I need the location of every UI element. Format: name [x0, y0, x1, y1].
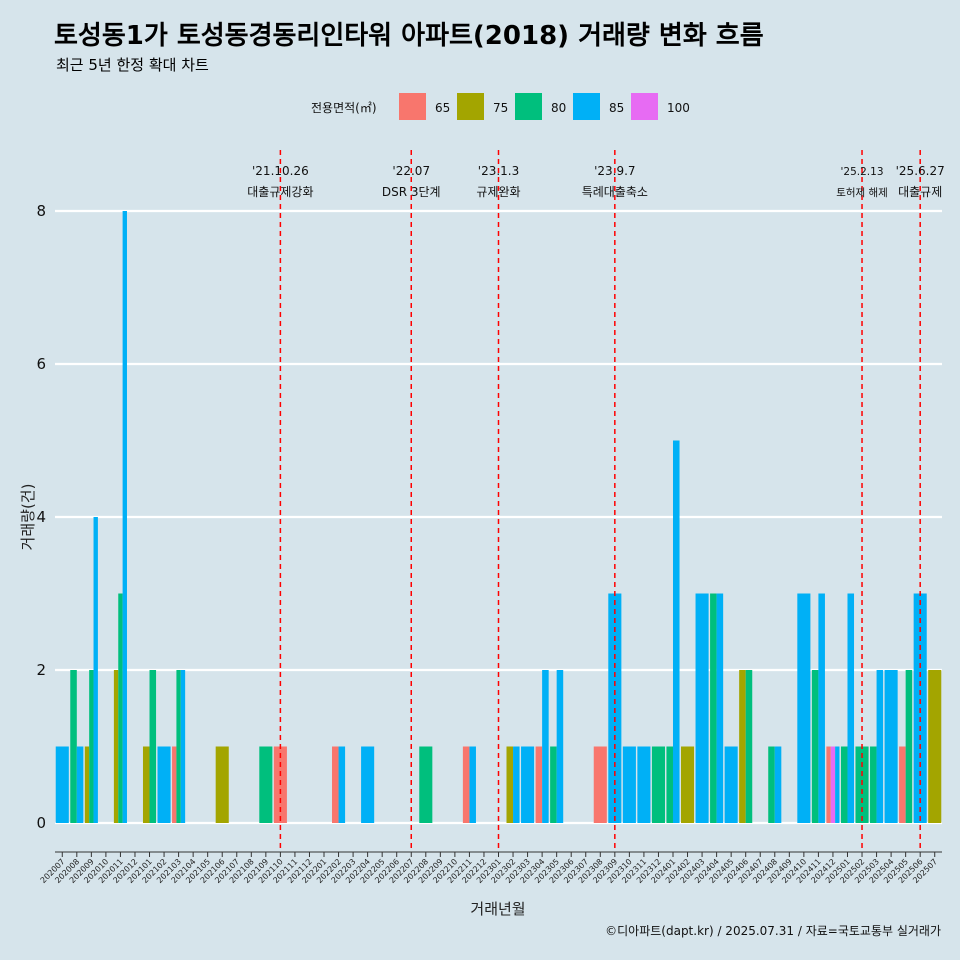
- event-text-202207: DSR 3단계: [382, 185, 441, 199]
- event-text-202506: 대출규제: [898, 185, 942, 199]
- bar-202308-65: [593, 746, 607, 823]
- bar-202305-85: [556, 670, 564, 823]
- bar-202008-85: [76, 746, 84, 823]
- y-tick-label: 2: [36, 661, 46, 679]
- y-tick-label: 8: [36, 202, 46, 220]
- chart-subtitle: 최근 5년 한정 확대 차트: [56, 56, 209, 74]
- bar-202102-85: [157, 746, 171, 823]
- legend-swatch-65: [399, 93, 426, 120]
- bar-202302-85: [513, 746, 520, 823]
- bar-202403-85: [695, 593, 709, 823]
- bar-202103-80: [176, 670, 181, 823]
- bar-202204-85: [361, 746, 375, 823]
- bar-202404-85: [716, 593, 724, 823]
- bar-202101-75: [142, 746, 150, 823]
- bar-202311-85: [637, 746, 651, 823]
- bar-202011-80: [118, 593, 123, 823]
- y-axis-title: 거래량(건): [19, 484, 37, 551]
- bar-202505-80: [905, 670, 913, 823]
- bar-202009-85: [93, 517, 98, 823]
- bar-202401-85: [672, 440, 680, 823]
- y-tick-label: 0: [36, 814, 46, 832]
- bar-202412-65: [826, 746, 831, 823]
- bar-202211-85: [469, 746, 476, 823]
- bar-202503-85: [876, 670, 884, 823]
- legend-label-80: 80: [551, 101, 566, 115]
- bar-202011-85: [122, 211, 127, 823]
- bar-202504-85: [884, 670, 898, 823]
- bar-202402-75: [680, 746, 695, 823]
- bar-202008-80: [70, 670, 77, 823]
- event-date-202309: '23.9.7: [594, 164, 635, 178]
- bar-202009-75: [84, 746, 90, 823]
- bar-202507-75: [928, 670, 942, 823]
- bar-202411-80: [811, 670, 819, 823]
- bar-202404-80: [710, 593, 717, 823]
- grid: [55, 209, 942, 825]
- bar-202303-85: [521, 746, 535, 823]
- event-date-202506: '25.6.27: [896, 164, 945, 178]
- legend: 전용면적(㎡) 65 75 80 85 100: [311, 93, 690, 120]
- bars: [55, 211, 942, 823]
- legend-label-100: 100: [667, 101, 690, 115]
- bar-202009-80: [89, 670, 94, 823]
- bar-202302-75: [506, 746, 514, 823]
- bar-202501-80: [840, 746, 848, 823]
- bar-202106-75: [215, 746, 229, 823]
- bar-202503-80: [870, 746, 877, 823]
- bar-202310-85: [622, 746, 636, 823]
- bar-202101-80: [149, 670, 157, 823]
- bar-202208-80: [419, 746, 433, 823]
- event-text-202110: 대출규제강화: [247, 185, 313, 199]
- event-date-202502: '25.2.13: [841, 166, 884, 178]
- bar-202411-85: [818, 593, 825, 823]
- bar-202304-65: [535, 746, 543, 823]
- bar-202103-65: [172, 746, 177, 823]
- bar-202401-80: [666, 746, 673, 823]
- caption: ©디아파트(dapt.kr) / 2025.07.31 / 자료=국토교통부 실…: [605, 924, 941, 938]
- bar-202406-75: [739, 670, 746, 823]
- chart-title: 토성동1가 토성동경동리인타워 아파트(2018) 거래량 변화 흐름: [54, 21, 764, 51]
- x-axis-title: 거래년월: [470, 900, 525, 918]
- legend-swatch-80: [515, 93, 542, 120]
- bar-202109-80: [259, 746, 273, 823]
- y-tick-label: 6: [36, 355, 46, 373]
- bar-202305-80: [550, 746, 557, 823]
- bar-202505-65: [899, 746, 906, 823]
- bar-202405-85: [724, 746, 738, 823]
- bar-202211-65: [462, 746, 470, 823]
- bar-202412-100: [830, 746, 836, 823]
- event-text-202309: 특례대출축소: [582, 185, 648, 199]
- bar-202312-80: [651, 746, 665, 823]
- bar-202410-85: [797, 593, 811, 823]
- bar-202202-85: [338, 746, 346, 823]
- legend-swatch-85: [573, 93, 600, 120]
- legend-swatch-75: [457, 93, 484, 120]
- legend-label-75: 75: [493, 101, 508, 115]
- bar-202202-65: [332, 746, 339, 823]
- bar-202406-80: [745, 670, 753, 823]
- event-date-202110: '21.10.26: [252, 164, 309, 178]
- event-text-202502: 토허제 해제: [836, 186, 888, 199]
- bar-202304-85: [542, 670, 549, 823]
- bar-202408-85: [774, 746, 782, 823]
- bar-202408-80: [768, 746, 775, 823]
- event-text-202301: 규제완화: [476, 185, 520, 199]
- bar-202412-85: [835, 746, 840, 823]
- event-date-202301: '23.1.3: [478, 164, 519, 178]
- bar-202011-75: [113, 670, 119, 823]
- bar-202103-85: [180, 670, 186, 823]
- legend-swatch-100: [631, 93, 658, 120]
- legend-label-65: 65: [435, 101, 450, 115]
- event-lines: '21.10.26 대출규제강화 '22.07 DSR 3단계 '23.1.3 규제완화 '…: [247, 150, 945, 852]
- bar-202007-85: [55, 746, 69, 823]
- legend-label-85: 85: [609, 101, 624, 115]
- y-tick-label: 4: [36, 508, 46, 526]
- event-date-202207: '22.07: [392, 164, 430, 178]
- legend-title: 전용면적(㎡): [311, 101, 377, 115]
- bar-202501-85: [847, 593, 855, 823]
